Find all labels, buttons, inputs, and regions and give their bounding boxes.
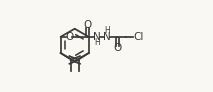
Text: H: H: [95, 38, 100, 47]
Text: H: H: [105, 26, 110, 35]
Text: N: N: [93, 32, 101, 42]
Text: N: N: [103, 32, 111, 42]
Text: O: O: [83, 20, 92, 30]
Text: Cl: Cl: [134, 32, 144, 42]
Text: O: O: [114, 43, 122, 53]
Text: O: O: [65, 32, 73, 42]
